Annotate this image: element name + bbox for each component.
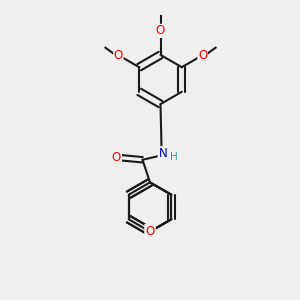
Text: O: O bbox=[156, 24, 165, 38]
Text: H: H bbox=[170, 152, 178, 162]
Text: O: O bbox=[112, 151, 121, 164]
Text: O: O bbox=[146, 225, 154, 238]
Text: O: O bbox=[114, 49, 123, 62]
Text: O: O bbox=[198, 49, 207, 62]
Text: N: N bbox=[159, 147, 168, 160]
